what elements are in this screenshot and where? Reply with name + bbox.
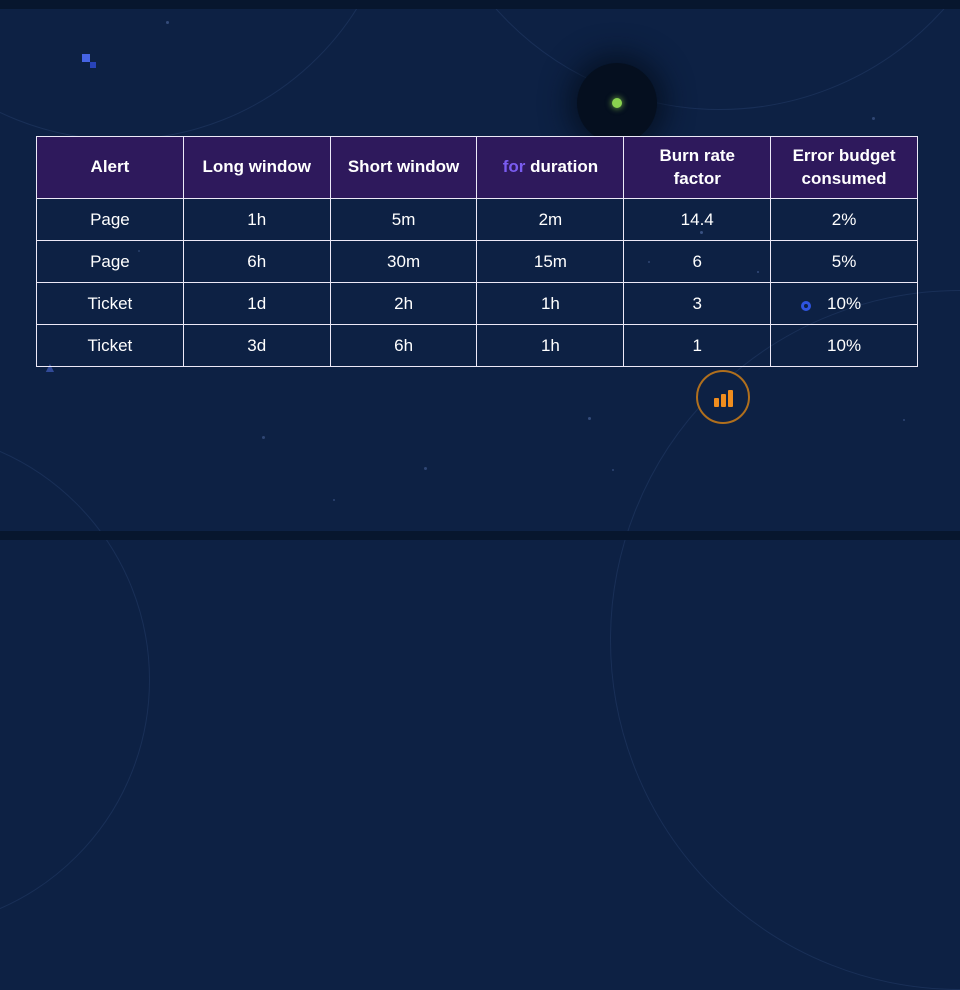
- planet-dot: [612, 98, 622, 108]
- column-header: Burn rate factor: [623, 136, 772, 199]
- table-cell: 5%: [770, 240, 918, 283]
- orbit-arc: [0, 0, 400, 140]
- table-body: Page 1h 5m 2m 14.4 2% Page 6h 30m 15m 6 5% Ticket 1d 2…: [36, 198, 918, 367]
- column-header: Alert: [36, 136, 184, 199]
- background-dot: [166, 21, 169, 24]
- table-cell: 5m: [329, 198, 478, 241]
- code-keyword: for: [502, 157, 526, 177]
- table-cell: 1h: [476, 282, 625, 325]
- background-dot: [903, 419, 905, 421]
- table-cell: 1: [623, 324, 772, 367]
- background-dot: [588, 417, 591, 420]
- background-dot: [262, 436, 265, 439]
- orbit-arc: [0, 430, 150, 930]
- orbit-arc: [420, 0, 960, 110]
- table-cell: 6h: [182, 240, 331, 283]
- table-cell: 14.4: [623, 198, 772, 241]
- table-cell: 2%: [770, 198, 918, 241]
- column-header: Error budget consumed: [770, 136, 918, 199]
- table-cell: 6h: [329, 324, 478, 367]
- table-cell: 10%: [770, 282, 918, 325]
- table-cell: 3d: [182, 324, 331, 367]
- ring-accent-icon: [801, 301, 811, 311]
- table-cell: 2m: [476, 198, 625, 241]
- table-row: Page 6h 30m 15m 6 5%: [36, 240, 918, 283]
- table-cell: Page: [36, 240, 184, 283]
- column-header: for duration: [476, 136, 625, 199]
- table-cell: Ticket: [36, 282, 184, 325]
- background-dot: [424, 467, 427, 470]
- background-dot: [333, 499, 335, 501]
- table-header-row: Alert Long window Short window for duration…: [36, 136, 918, 199]
- table-row: Ticket 1d 2h 1h 3 10%: [36, 282, 918, 325]
- table-cell: 2h: [329, 282, 478, 325]
- orbit-arc: [610, 290, 960, 990]
- table-head: Alert Long window Short window for duration…: [36, 136, 918, 199]
- pixel-accent: [82, 54, 90, 62]
- top-border-strip: [0, 0, 960, 9]
- table-row: Ticket 3d 6h 1h 1 10%: [36, 324, 918, 367]
- table-cell: 1h: [476, 324, 625, 367]
- table-cell: 6: [623, 240, 772, 283]
- table-cell: 15m: [476, 240, 625, 283]
- table-cell: 10%: [770, 324, 918, 367]
- column-header: Short window: [329, 136, 478, 199]
- bar-chart-icon: [713, 390, 733, 407]
- table-cell: 3: [623, 282, 772, 325]
- table-cell: Ticket: [36, 324, 184, 367]
- alert-policy-table: Alert Long window Short window for duration…: [36, 136, 918, 367]
- table-cell: 30m: [329, 240, 478, 283]
- table-row: Page 1h 5m 2m 14.4 2%: [36, 198, 918, 241]
- chart-badge: [696, 370, 750, 424]
- background-dot: [612, 469, 614, 471]
- table-cell: Page: [36, 198, 184, 241]
- table-cell: 1d: [182, 282, 331, 325]
- bottom-border-strip: [0, 531, 960, 540]
- background-dot: [872, 117, 875, 120]
- pixel-accent: [90, 62, 96, 68]
- column-header: Long window: [182, 136, 331, 199]
- table-cell: 1h: [182, 198, 331, 241]
